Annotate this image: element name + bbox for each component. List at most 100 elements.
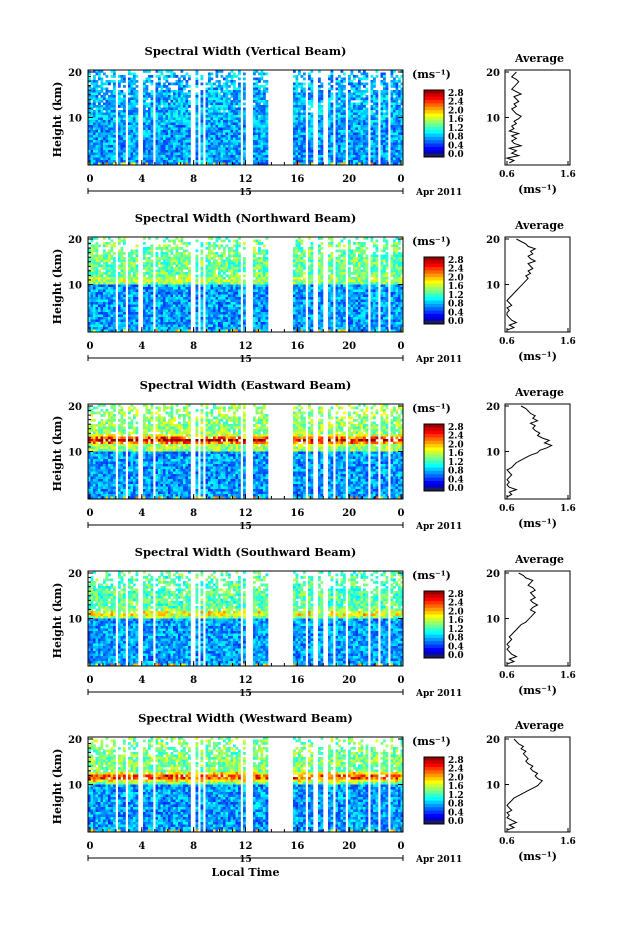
heatmap-cell [168,87,171,91]
heatmap-cell [158,289,161,293]
heatmap-cell [118,160,121,163]
heatmap-cell [363,77,366,81]
heatmap-cell [208,269,211,273]
heatmap-cell [308,100,311,103]
heatmap-cell [210,322,214,325]
heatmap-cell [233,274,236,278]
heatmap-cell [375,115,379,118]
heatmap-cell [235,299,239,303]
heatmap-cell [180,160,184,163]
heatmap-cell [183,302,186,305]
heatmap-cell [228,289,231,293]
colorbar-segment [424,126,444,131]
heatmap-cell [215,237,219,240]
heatmap-cell [360,152,364,156]
heatmap-cell [238,304,241,308]
heatmap-cell [95,122,99,126]
heatmap-cell [150,112,154,116]
heatmap-cell [113,329,116,333]
heatmap-cell [215,122,219,126]
heatmap-cell [183,95,186,98]
heatmap-cell [160,279,164,283]
heatmap-cell [88,317,91,320]
heatmap-cell [163,137,166,141]
heatmap-cell [195,282,199,285]
heatmap-cell [238,122,241,126]
heatmap-cell [90,284,94,288]
heatmap-cell [225,132,229,136]
heatmap-cell [310,82,314,86]
heatmap-cell [108,297,111,300]
heatmap-cell [328,132,331,136]
heatmap-cell [318,142,321,146]
heatmap-cell [100,155,104,158]
heatmap-cell [300,135,304,138]
heatmap-cell [105,244,109,248]
heatmap-cell [143,87,146,91]
heatmap-cell [128,319,131,323]
heatmap-cell [143,152,146,156]
heatmap-cell [173,262,176,265]
heatmap-cell [225,244,229,248]
heatmap-cell [265,115,269,118]
heatmap-cell [105,122,109,126]
heatmap-cell [300,117,304,121]
heatmap-cell [363,152,366,156]
heatmap-cell [363,137,366,141]
heatmap-cell [170,252,174,255]
heatmap-cell [398,140,401,143]
heatmap-cell [373,82,376,86]
heatmap-cell [293,155,296,158]
heatmap-cell [385,137,389,141]
heatmap-cell [123,262,126,265]
heatmap-cell [213,110,216,113]
heatmap-cell [143,274,146,278]
heatmap-cell [243,97,246,101]
heatmap-cell [130,112,134,116]
heatmap-cell [213,87,216,91]
heatmap-cell [160,147,164,151]
heatmap-cell [210,327,214,330]
heatmap-cell [360,77,364,81]
heatmap-cell [165,277,169,280]
heatmap-cell [178,292,181,295]
heatmap-cell [255,147,259,151]
heatmap-cell [130,264,134,268]
heatmap-cell [370,160,374,163]
heatmap-cell [223,102,226,106]
heatmap-cell [358,127,361,131]
heatmap-cell [178,162,181,166]
heatmap-cell [100,97,104,101]
heatmap-cell [208,317,211,320]
heatmap-cell [95,312,99,315]
heatmap-cell [303,135,306,138]
heatmap-cell [205,110,209,113]
heatmap-cell [225,294,229,298]
heatmap-cell [263,137,266,141]
heatmap-cell [215,277,219,280]
heatmap-cell [120,249,124,253]
heatmap-cell [145,145,149,148]
heatmap-cell [225,115,229,118]
heatmap-cell [223,267,226,270]
heatmap-cell [210,262,214,265]
heatmap-cell [390,132,394,136]
heatmap-cell [385,122,389,126]
heatmap-cell [258,92,261,96]
heatmap-cell [183,292,186,295]
heatmap-cell [95,157,99,161]
heatmap-cell [300,157,304,161]
heatmap-cell [398,90,401,93]
heatmap-cell [360,107,364,111]
heatmap-cell [258,142,261,146]
heatmap-cell [183,242,186,245]
heatmap-cell [88,130,91,133]
heatmap-cell [370,75,374,78]
heatmap-cell [303,105,306,108]
heatmap-cell [243,140,246,143]
heatmap-cell [218,145,221,148]
heatmap-cell [160,70,164,73]
heatmap-cell [298,137,301,141]
heatmap-cell [113,267,116,270]
heatmap-cell [93,82,96,86]
